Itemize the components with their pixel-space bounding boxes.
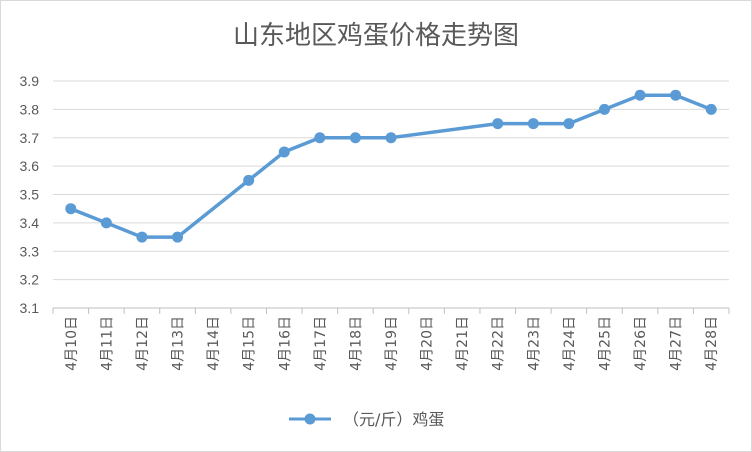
series-line <box>70 93 712 239</box>
x-tick-label: 4月24日 <box>562 316 578 371</box>
data-point <box>563 118 575 130</box>
data-point <box>243 174 255 186</box>
x-tick-label: 4月11日 <box>99 316 115 371</box>
gridlines <box>53 80 729 309</box>
x-tick-label: 4月22日 <box>491 316 507 371</box>
x-tick-label: 4月21日 <box>455 316 471 371</box>
y-tick-label: 3.7 <box>20 130 40 146</box>
x-tick-label: 4月13日 <box>171 316 187 371</box>
data-point <box>527 118 539 130</box>
x-tick-label: 4月18日 <box>348 316 364 371</box>
data-point <box>705 103 717 115</box>
x-tick-label: 4月23日 <box>526 316 542 371</box>
data-point <box>136 231 148 243</box>
x-tick-label: 4月12日 <box>135 316 151 371</box>
y-tick-label: 3.6 <box>20 158 40 174</box>
data-point <box>670 89 682 101</box>
x-tick-label: 4月17日 <box>313 316 329 371</box>
y-tick-label: 3.3 <box>20 243 40 259</box>
x-tick-label: 4月20日 <box>420 316 436 371</box>
data-point <box>65 203 77 215</box>
x-tick-label: 4月15日 <box>242 316 258 371</box>
data-point <box>634 89 646 101</box>
x-axis-ticks: 4月10日 4月11日 4月12日 4月13日 4月14日 4月15日 4月16日 4月17日… <box>52 308 730 371</box>
data-point <box>314 132 326 144</box>
chart-title: 山东地区鸡蛋价格走势图 <box>233 21 519 51</box>
x-tick-label: 4月28日 <box>704 316 720 371</box>
y-tick-label: 3.5 <box>20 187 40 203</box>
y-tick-label: 3.1 <box>20 300 40 316</box>
data-point <box>385 132 397 144</box>
legend-label: （元/斤）鸡蛋 <box>343 410 444 429</box>
x-tick-label: 4月27日 <box>669 316 685 371</box>
data-point <box>100 217 112 229</box>
data-point <box>492 118 504 130</box>
x-tick-label: 4月25日 <box>597 316 613 371</box>
y-tick-label: 3.2 <box>20 272 40 288</box>
x-tick-label: 4月16日 <box>277 316 293 371</box>
x-tick-label: 4月14日 <box>206 316 222 371</box>
y-tick-label: 3.9 <box>20 73 40 89</box>
legend-point-marker <box>304 413 316 425</box>
x-tick-label: 4月26日 <box>633 316 649 371</box>
data-point <box>349 132 361 144</box>
data-point <box>598 103 610 115</box>
y-tick-label: 3.4 <box>20 215 40 231</box>
series-layer <box>65 89 717 243</box>
y-axis-ticks: 3.1 3.2 3.3 3.4 3.5 3.6 3.7 3.8 3.9 <box>20 73 40 316</box>
data-point <box>278 146 290 158</box>
y-tick-label: 3.8 <box>20 101 40 117</box>
x-tick-label: 4月19日 <box>384 316 400 371</box>
x-tick-label: 4月10日 <box>64 316 80 371</box>
data-point <box>172 231 184 243</box>
legend: （元/斤）鸡蛋 <box>289 410 444 429</box>
